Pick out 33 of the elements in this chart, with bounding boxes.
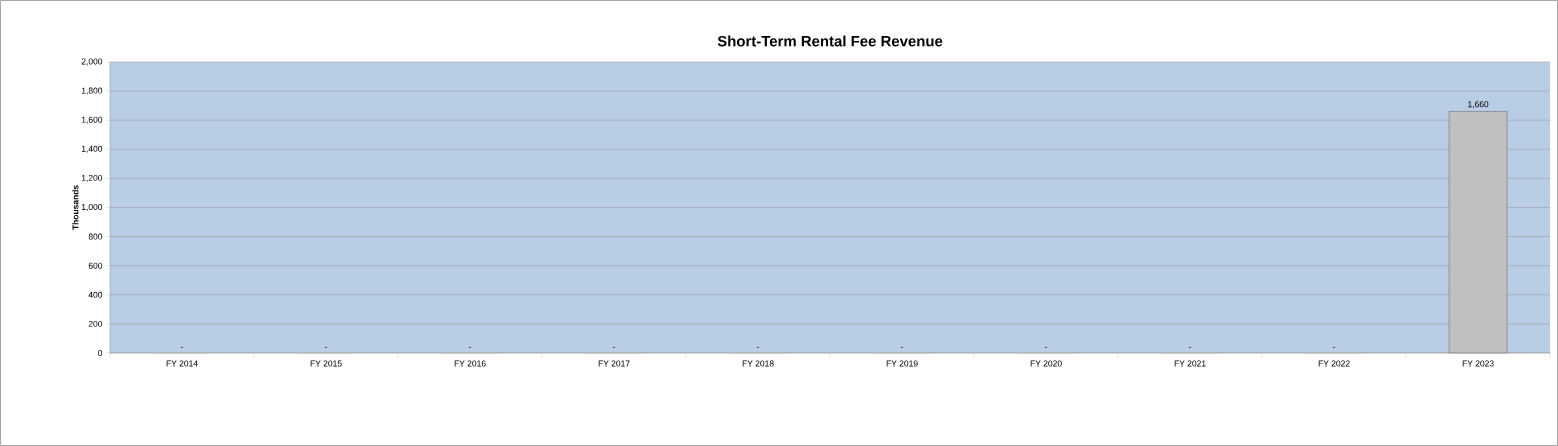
x-tick-label: FY 2019	[886, 360, 918, 367]
data-label: -	[1045, 347, 1048, 348]
chart-title: Short-Term Rental Fee Revenue	[717, 35, 943, 47]
x-tick-label: FY 2017	[598, 360, 630, 367]
y-axis-title: Thousands	[72, 185, 79, 230]
x-tick-label: FY 2022	[1318, 360, 1350, 367]
y-tick-label: 0	[98, 349, 103, 356]
y-tick-label: 1,600	[81, 116, 103, 124]
x-tick-label: FY 2016	[454, 360, 486, 367]
x-tick-label: FY 2014	[166, 360, 198, 367]
x-tick-label: FY 2015	[310, 360, 342, 367]
y-tick-label: 1,800	[81, 87, 103, 95]
x-tick-label: FY 2020	[1030, 360, 1062, 367]
data-label: -	[757, 347, 760, 348]
x-tick-label: FY 2018	[742, 360, 774, 367]
data-label: 1,660	[1468, 101, 1489, 109]
data-label: -	[1333, 347, 1336, 348]
y-tick-label: 200	[88, 320, 103, 327]
y-tick-label: 1,200	[81, 174, 103, 182]
data-label: -	[901, 347, 904, 348]
data-label: -	[180, 347, 184, 348]
data-label: -	[1189, 347, 1192, 348]
x-tick-label: FY 2023	[1462, 360, 1494, 367]
y-tick-label: 1,400	[81, 145, 103, 153]
data-label: -	[613, 347, 616, 348]
data-label: -	[469, 347, 472, 348]
y-tick-label: 400	[88, 291, 103, 298]
y-tick-label: 800	[88, 233, 103, 240]
data-label: -	[324, 347, 328, 348]
x-tick-label: FY 2021	[1174, 360, 1206, 367]
y-tick-label: 2,000	[81, 58, 103, 66]
y-tick-label: 1,000	[81, 203, 103, 211]
y-tick-label: 600	[88, 262, 103, 269]
